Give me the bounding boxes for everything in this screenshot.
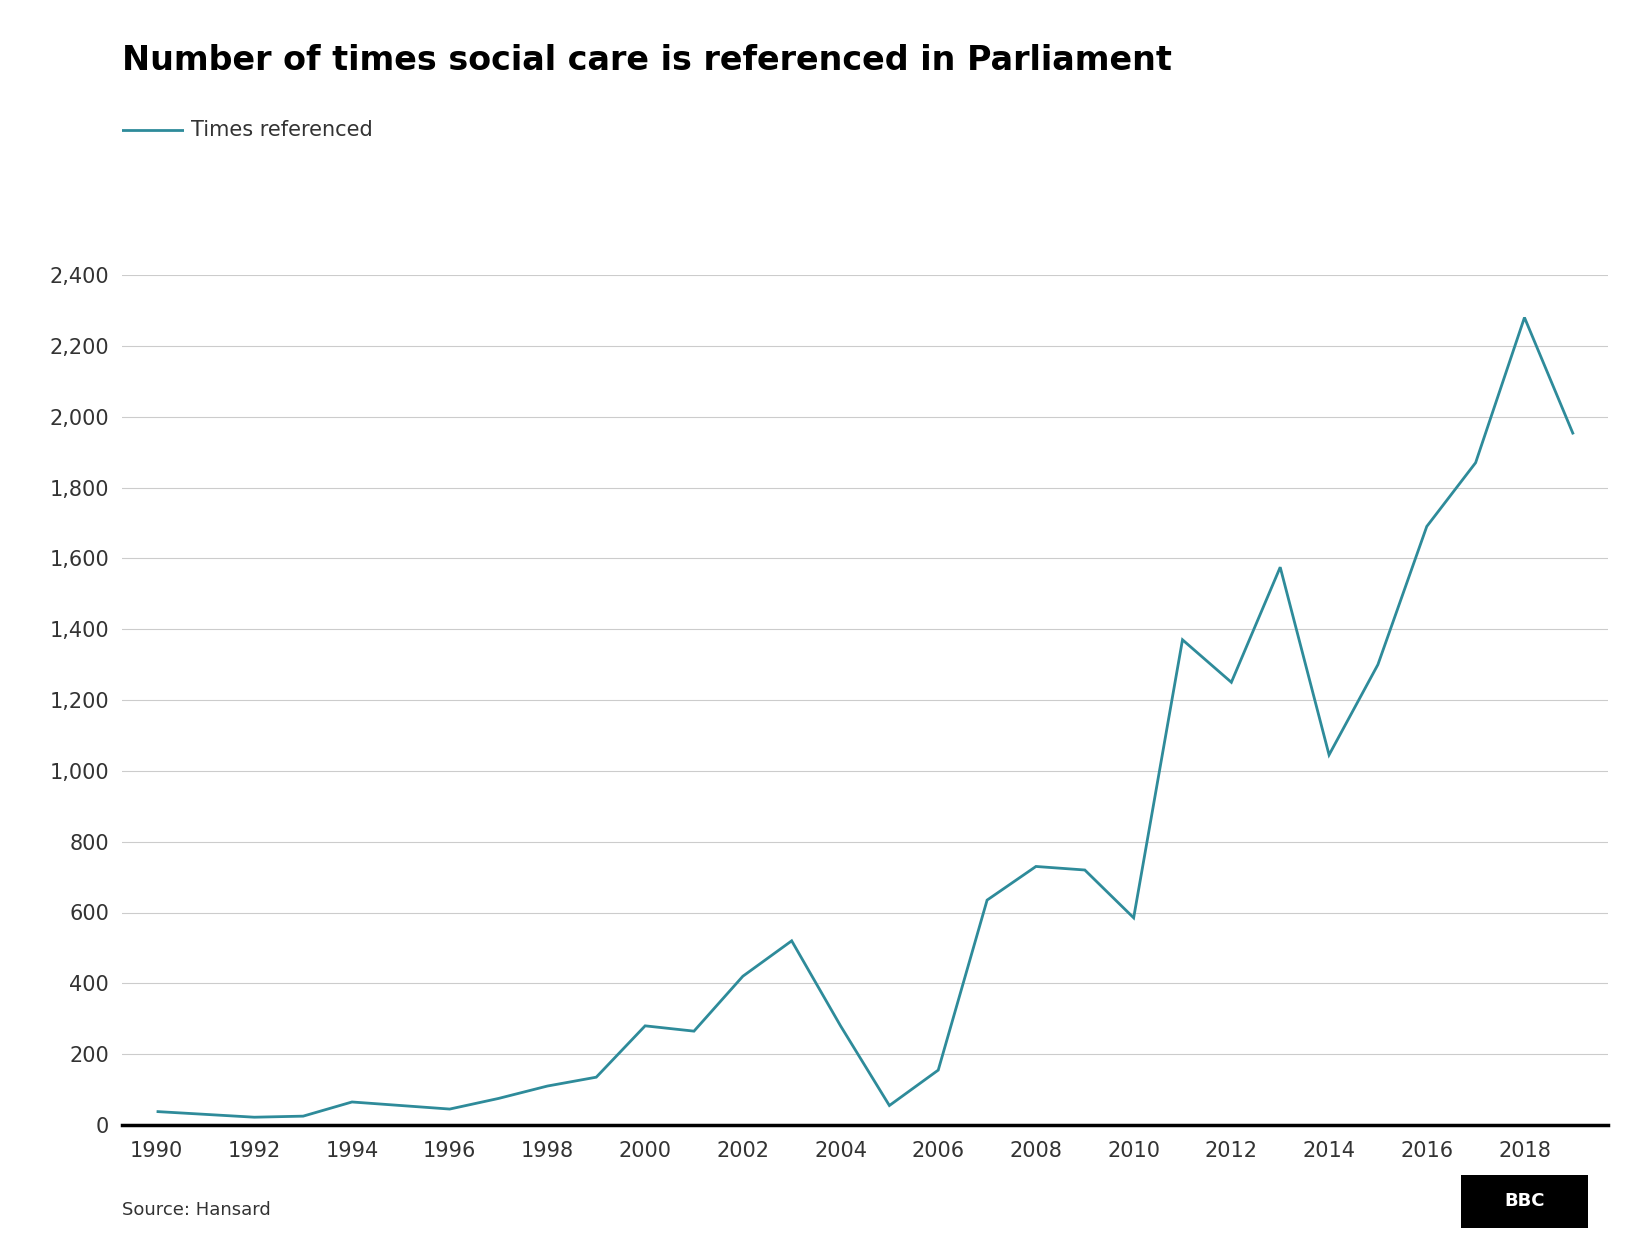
Text: Source: Hansard: Source: Hansard <box>122 1201 271 1219</box>
Text: BBC: BBC <box>1505 1192 1544 1210</box>
Text: Number of times social care is referenced in Parliament: Number of times social care is reference… <box>122 44 1172 76</box>
Text: Times referenced: Times referenced <box>191 120 372 140</box>
